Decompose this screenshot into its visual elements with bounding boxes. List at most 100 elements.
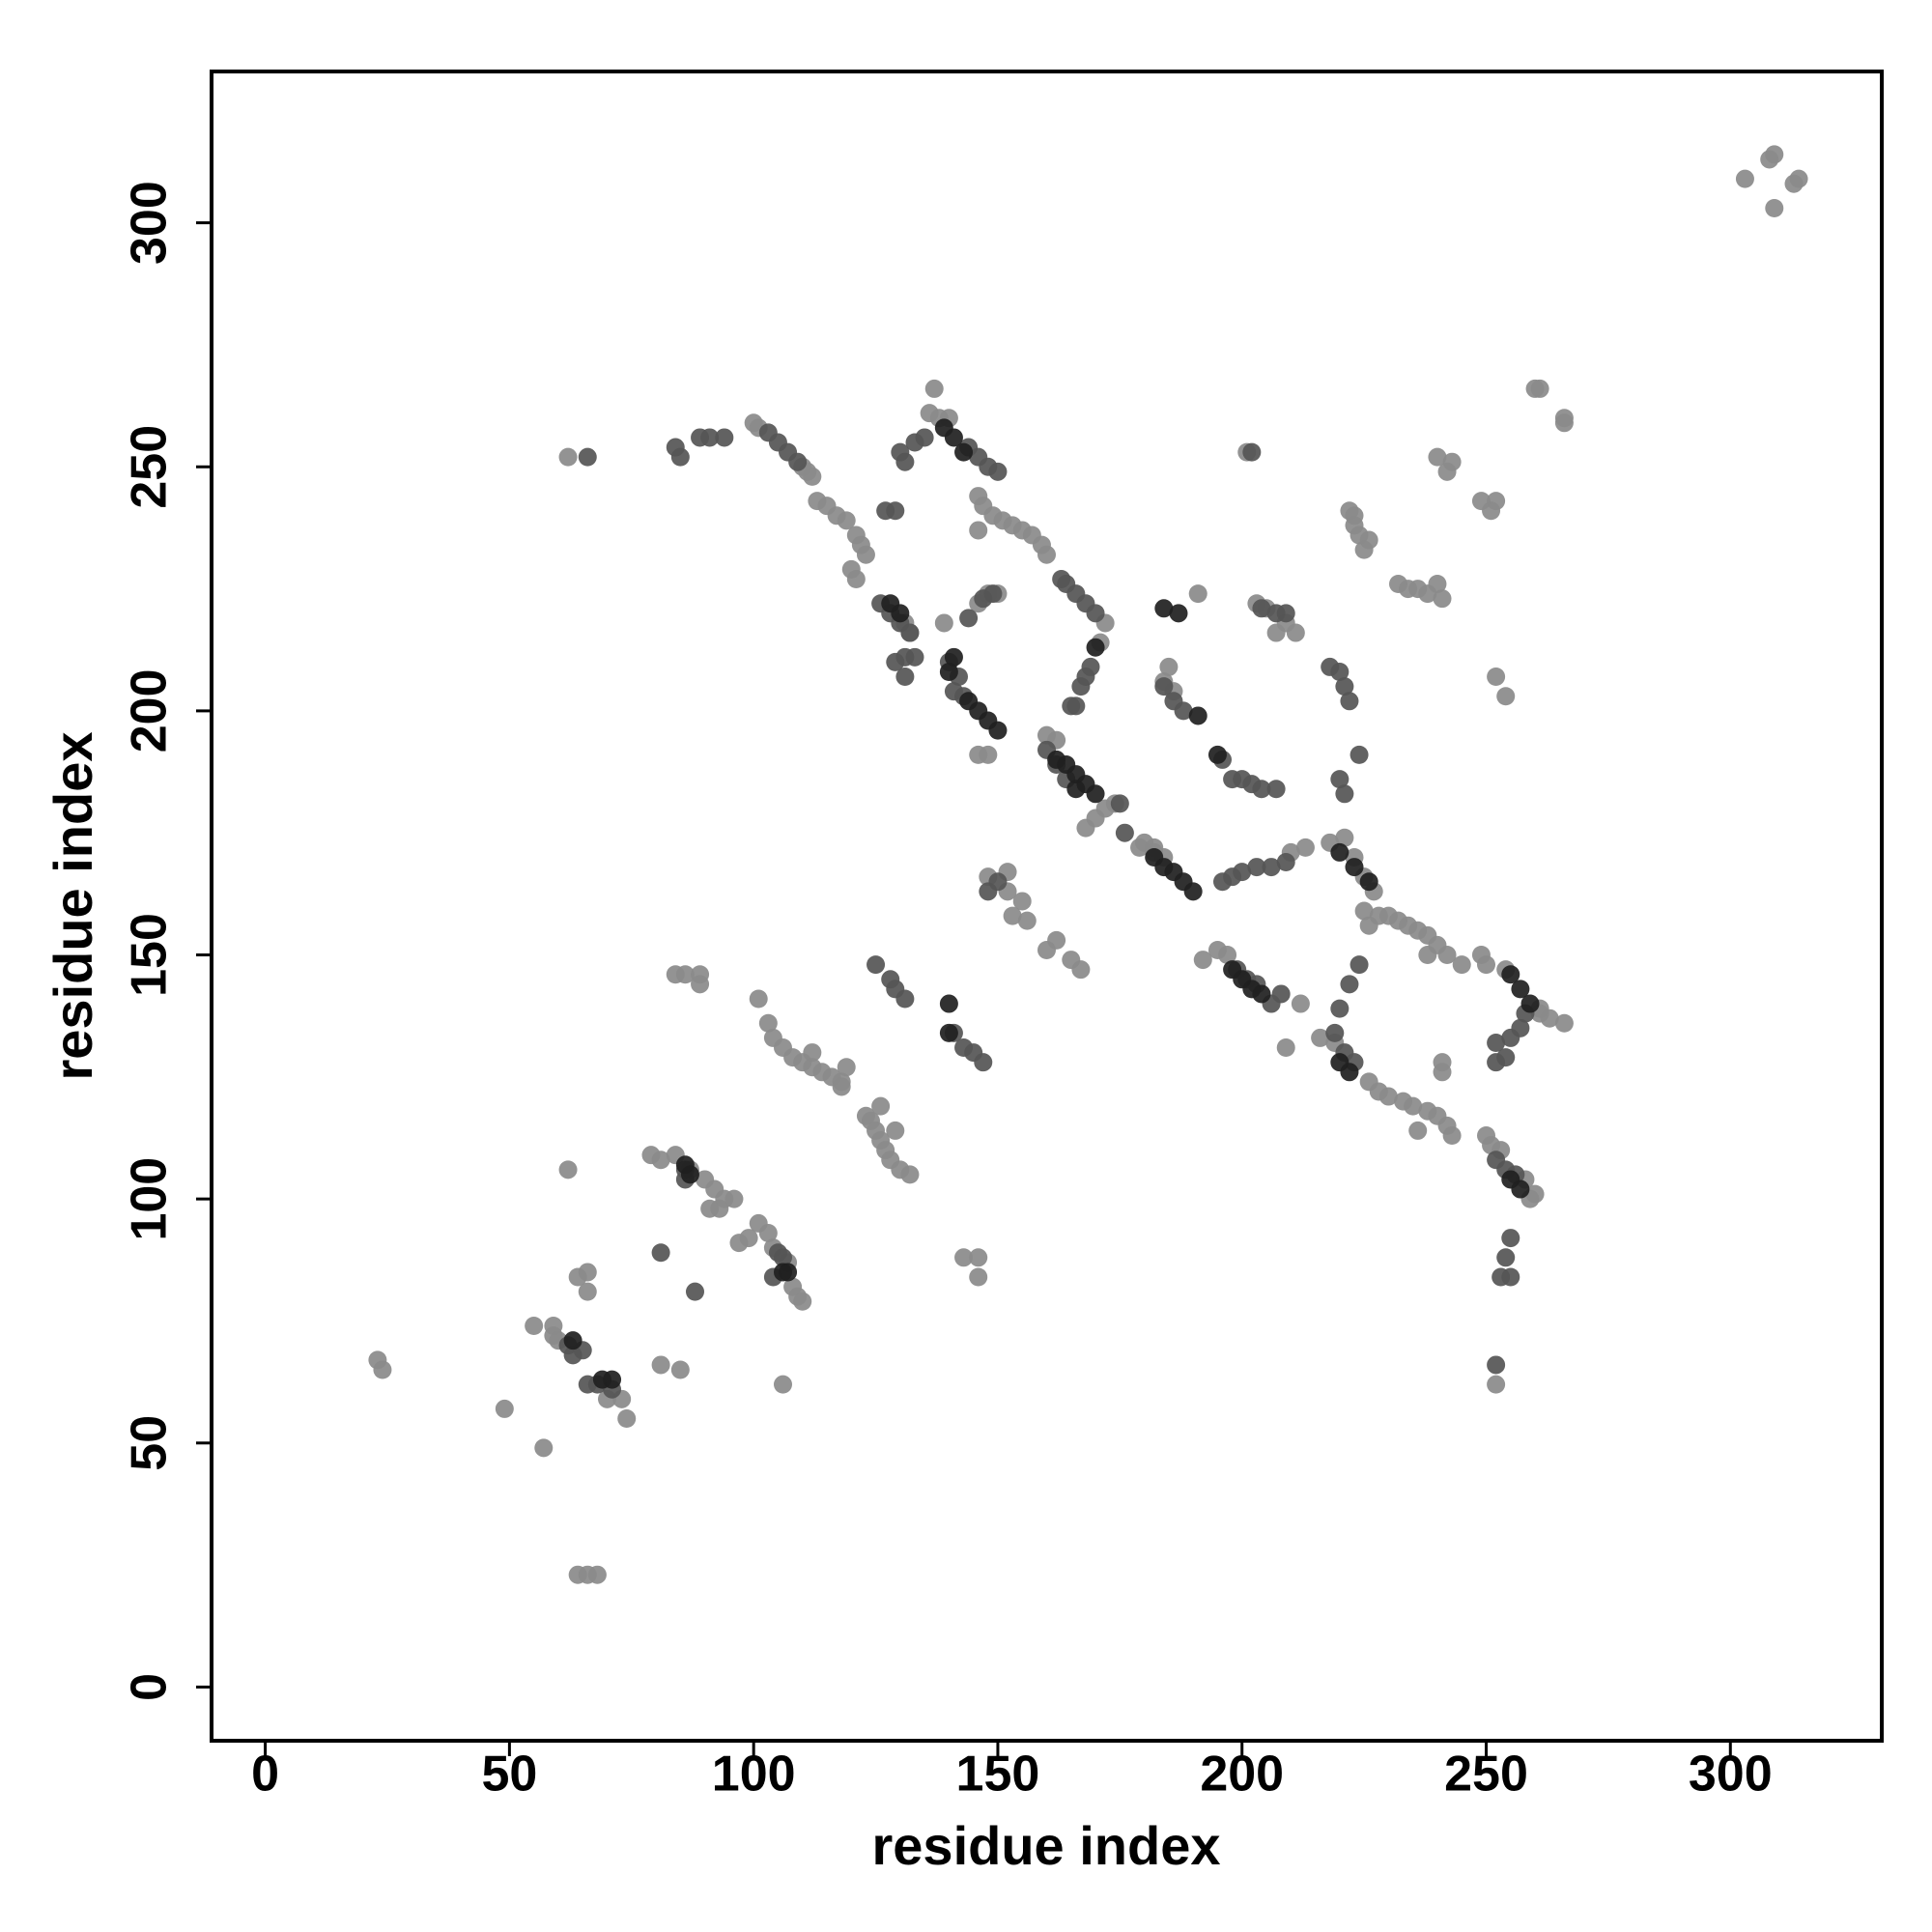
data-point [1404,1096,1423,1116]
data-point [979,745,998,764]
data-point [1501,1229,1520,1248]
data-point [1262,858,1281,877]
plot-frame [210,70,1884,1743]
data-point [939,662,958,681]
data-point [779,1263,798,1282]
data-point [1330,999,1350,1018]
data-point [617,1409,637,1429]
y-tick-label: 150 [122,913,178,997]
data-point [1037,545,1056,564]
data-point [1115,823,1134,842]
data-point [867,955,886,975]
data-point [856,545,875,564]
data-point [578,1263,597,1282]
data-point [700,428,720,447]
data-point [578,447,597,467]
data-point [1487,1033,1506,1052]
data-point [1066,780,1086,799]
data-point [886,501,905,521]
data-point [1340,692,1359,711]
data-point [939,994,958,1013]
data-point [749,989,768,1009]
data-point [1554,413,1574,433]
data-point [1266,623,1286,642]
data-point [1066,696,1086,716]
x-tick-label: 200 [1200,1747,1284,1803]
data-point [837,1058,856,1077]
data-point [1418,946,1437,965]
data-point [1487,1375,1506,1394]
data-point [768,1243,787,1263]
data-point [1252,780,1271,799]
data-point [1428,447,1447,467]
y-tick-label: 0 [122,1673,178,1701]
data-point [871,1096,891,1116]
data-point [758,1013,778,1033]
data-point [959,609,979,628]
data-point [1735,169,1754,188]
y-tick-label: 300 [122,181,178,265]
data-point [1369,906,1388,925]
data-point [651,1151,670,1170]
data-point [1335,784,1354,804]
data-point [1345,858,1364,877]
data-point [651,1243,670,1263]
data-point [1511,1018,1530,1037]
data-point [803,467,822,486]
data-point [578,1282,597,1301]
data-point [587,1565,607,1584]
data-point [534,1438,554,1458]
data-point [803,1043,822,1063]
data-point [1295,838,1315,857]
data-point [1252,984,1271,1004]
data-point [1765,198,1784,217]
data-point [1276,853,1295,872]
data-point [1330,662,1350,681]
data-point [1252,599,1271,618]
data-point [1477,955,1495,975]
data-point [1086,784,1105,804]
x-tick-label: 0 [251,1747,279,1803]
data-point [969,1267,988,1287]
data-point [1359,872,1378,892]
data-point [1408,1121,1428,1140]
y-axis-title: residue index [43,731,103,1080]
data-point [788,452,808,471]
data-point [1350,745,1369,764]
data-point [954,1248,974,1267]
data-point [592,1370,611,1389]
data-point [983,584,1003,604]
data-point [691,975,710,994]
data-point [651,1355,670,1375]
data-point [1291,994,1310,1013]
data-point [1242,442,1262,462]
data-point [1233,863,1252,882]
data-point [905,647,924,667]
data-point [886,1121,905,1140]
data-point [1086,638,1105,657]
data-point [1276,604,1295,623]
data-point [680,1165,699,1184]
data-point [1487,1355,1506,1375]
data-point [793,1292,812,1311]
data-point [1110,794,1129,813]
data-point [1354,901,1374,921]
data-point [1003,906,1022,925]
data-point [1350,955,1369,975]
data-point [974,1053,993,1072]
data-point [1340,1063,1359,1082]
data-point [988,872,1008,892]
data-point [495,1399,514,1418]
y-tick-label: 200 [122,669,178,753]
data-point [1345,506,1364,526]
data-point [670,447,690,467]
y-tick-label: 100 [122,1157,178,1241]
data-point [939,1023,958,1042]
data-point [1452,955,1471,975]
data-point [1311,1028,1330,1047]
x-tick-label: 300 [1689,1747,1773,1803]
data-point [915,428,934,447]
data-point [837,511,856,530]
data-point [1359,530,1378,550]
